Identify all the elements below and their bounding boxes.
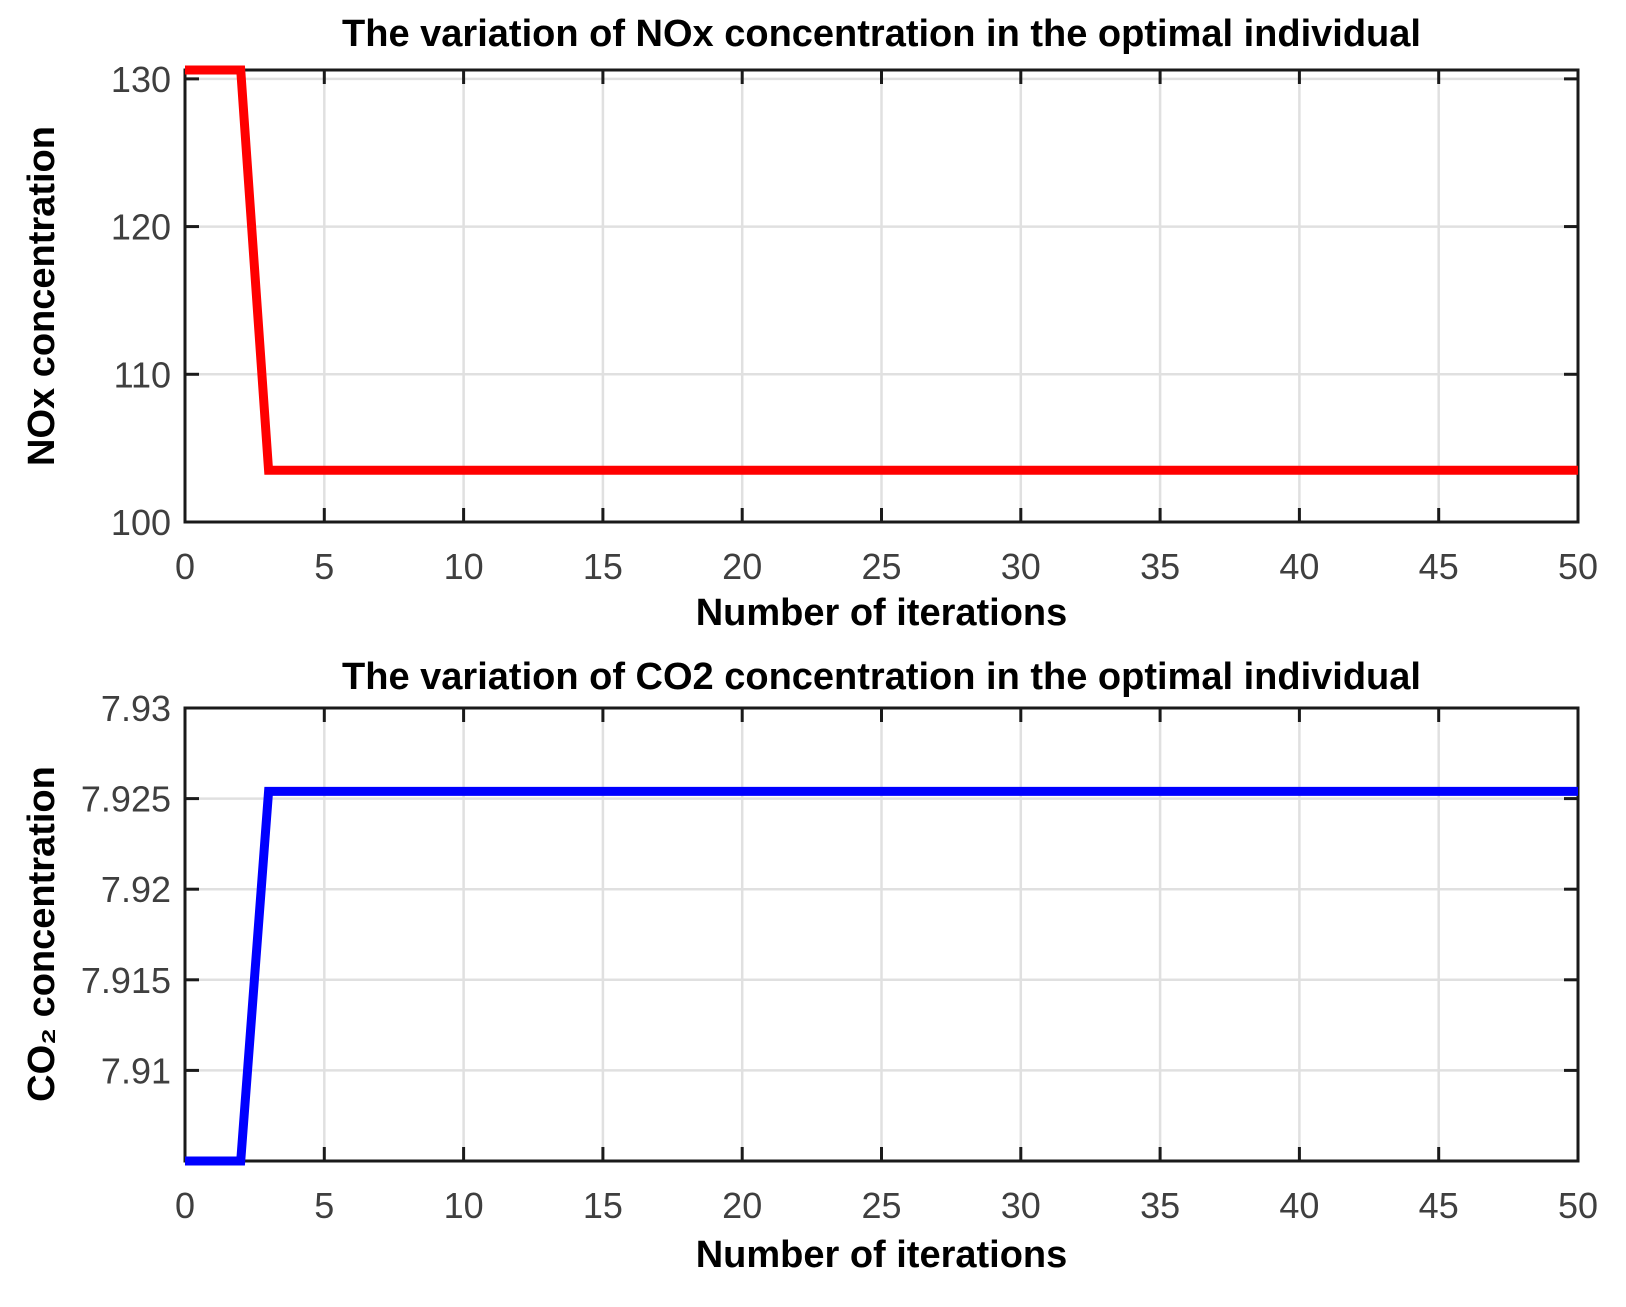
nox-data-line <box>185 65 1578 475</box>
nox-x-tick-label: 20 <box>722 546 762 587</box>
nox-x-tick-label: 5 <box>314 546 334 587</box>
nox-y-tick-label: 130 <box>111 59 171 100</box>
nox-y-tick-label: 110 <box>114 354 171 395</box>
co2-x-tick-label: 5 <box>314 1185 334 1226</box>
co2-y-tick-label: 7.91 <box>101 1050 171 1091</box>
nox-x-tick-label: 45 <box>1419 546 1459 587</box>
co2-y-tick-label: 7.925 <box>81 779 171 820</box>
co2-y-axis-label: CO₂ concentration <box>21 766 63 1102</box>
nox-chart-title: The variation of NOx concentration in th… <box>342 13 1421 55</box>
co2-x-tick-label: 25 <box>861 1185 901 1226</box>
co2-x-tick-label: 10 <box>444 1185 484 1226</box>
nox-x-axis-label: Number of iterations <box>695 592 1068 634</box>
co2-x-tick-label: 35 <box>1140 1185 1180 1226</box>
nox-y-tick-label: 100 <box>111 502 171 543</box>
co2-x-tick-label: 15 <box>583 1185 623 1226</box>
nox-x-tick-label: 15 <box>583 546 623 587</box>
co2-x-tick-label: 45 <box>1419 1185 1459 1226</box>
nox-x-tick-label: 50 <box>1558 546 1598 587</box>
nox-x-tick-label: 25 <box>861 546 901 587</box>
nox-x-tick-label: 35 <box>1140 546 1180 587</box>
co2-x-tick-label: 0 <box>175 1185 195 1226</box>
nox-x-tick-label: 0 <box>175 546 195 587</box>
nox-x-tick-label: 30 <box>1001 546 1041 587</box>
co2-y-tick-label: 7.92 <box>101 869 171 910</box>
nox-y-axis-label: NOx concentration <box>21 126 63 466</box>
co2-x-axis-label: Number of iterations <box>695 1234 1068 1276</box>
co2-x-tick-label: 50 <box>1558 1185 1598 1226</box>
co2-y-tick-label: 7.915 <box>81 960 171 1001</box>
co2-x-tick-label: 20 <box>722 1185 762 1226</box>
co2-x-tick-label: 30 <box>1001 1185 1041 1226</box>
co2-x-tick-label: 40 <box>1279 1185 1319 1226</box>
co2-chart-title: The variation of CO2 concentration in th… <box>342 656 1421 698</box>
co2-y-tick-label: 7.93 <box>101 688 171 729</box>
nox-x-tick-label: 40 <box>1279 546 1319 587</box>
nox-x-tick-label: 10 <box>444 546 484 587</box>
co2-data-line <box>185 786 1578 1166</box>
nox-y-tick-label: 120 <box>111 207 171 248</box>
